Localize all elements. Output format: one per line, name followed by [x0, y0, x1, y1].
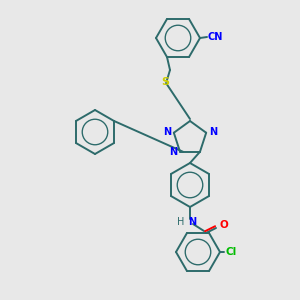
Text: CN: CN — [208, 32, 224, 42]
Text: N: N — [209, 127, 217, 137]
Text: N: N — [169, 147, 177, 157]
Text: Cl: Cl — [226, 247, 237, 257]
Text: N: N — [163, 127, 171, 137]
Text: S: S — [161, 77, 169, 87]
Text: H: H — [177, 217, 184, 227]
Text: N: N — [188, 217, 196, 227]
Text: O: O — [219, 220, 228, 230]
